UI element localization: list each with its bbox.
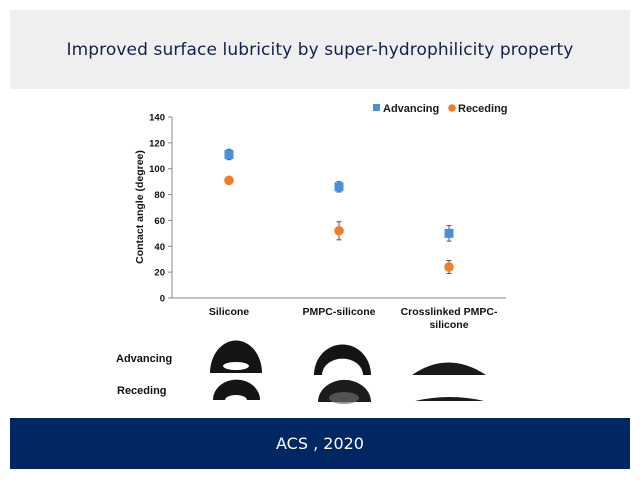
droplet-row-label-advancing: Advancing	[116, 353, 173, 365]
y-tick-label: 100	[149, 164, 165, 175]
y-tick-label: 120	[149, 138, 165, 149]
droplet-silicone-advancing	[210, 340, 262, 373]
advancing-marker	[224, 149, 234, 159]
chart-legend: Advancing Receding	[373, 103, 508, 115]
legend-advancing-label: Advancing	[383, 103, 439, 115]
y-axis-label: Contact angle (degree)	[134, 150, 146, 264]
chart-axes: 0 20 40 60 80 100 120 140 Contact angle (degree)…	[134, 113, 506, 331]
x-category-label: Silicone	[209, 306, 249, 318]
droplet-crosslinked-advancing	[412, 362, 486, 375]
droplet-images	[210, 340, 486, 405]
y-tick-label: 20	[154, 268, 165, 279]
droplet-silicone-receding	[213, 379, 260, 405]
footer-banner: ACS , 2020	[10, 418, 630, 469]
chart-points	[224, 148, 454, 274]
x-category-label: PMPC-silicone	[303, 306, 376, 318]
page-title: Improved surface lubricity by super-hydr…	[66, 39, 574, 60]
legend-receding-circle-icon	[448, 104, 456, 112]
receding-marker	[224, 175, 234, 186]
legend-advancing-square-icon	[373, 104, 380, 111]
droplet-crosslinked-receding	[415, 397, 484, 401]
y-tick-label: 140	[149, 113, 165, 124]
advancing-marker	[444, 228, 454, 238]
y-tick-label: 60	[154, 216, 165, 227]
receding-marker	[334, 225, 344, 236]
legend-receding-label: Receding	[458, 103, 508, 115]
droplet-pmpc-receding	[318, 379, 371, 404]
y-tick-label: 80	[154, 190, 165, 201]
advancing-marker	[334, 182, 344, 192]
citation: ACS , 2020	[276, 434, 364, 453]
y-tick-label: 0	[160, 294, 165, 305]
droplet-row-label-receding: Receding	[117, 385, 167, 397]
y-tick-label: 40	[154, 242, 165, 253]
header-banner: Improved surface lubricity by super-hydr…	[10, 10, 630, 89]
x-category-label: silicone	[429, 319, 468, 331]
x-category-label: Crosslinked PMPC-	[401, 306, 498, 318]
droplet-pmpc-advancing	[314, 344, 371, 375]
receding-marker	[444, 262, 454, 272]
